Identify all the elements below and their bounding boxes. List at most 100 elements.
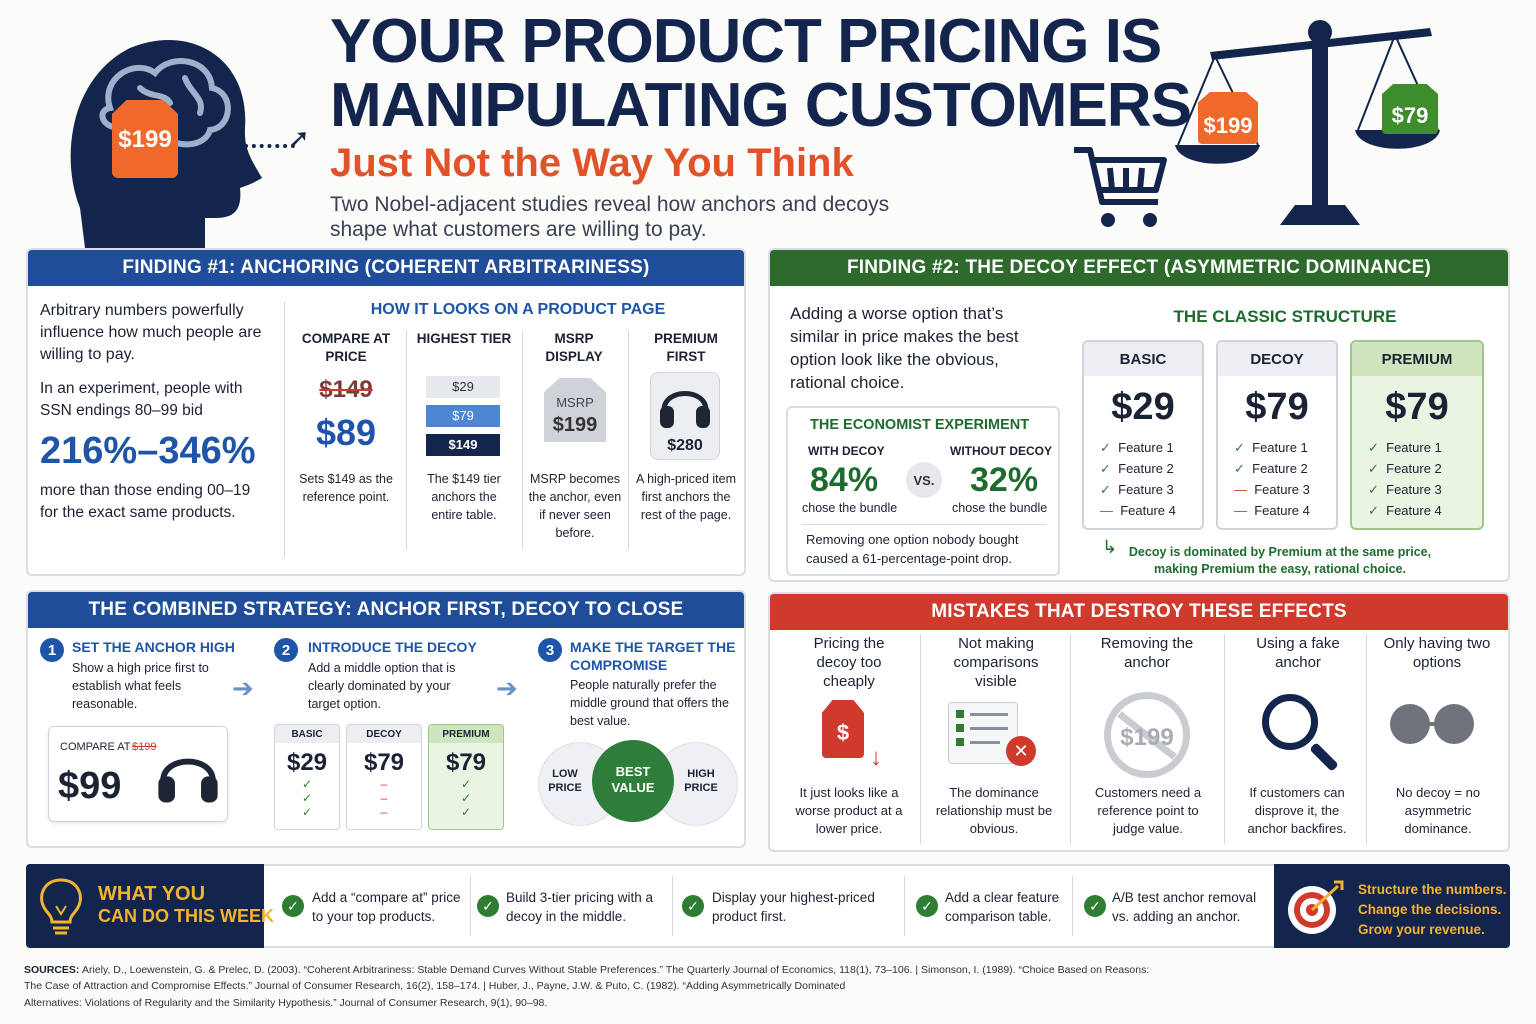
check-icon: ✓ (1084, 895, 1106, 917)
tier-premium: PREMIUM $79 ✓ Feature 1 ✓ Feature 2 ✓ Fe… (1350, 340, 1484, 530)
check-icon: ✓ (682, 895, 704, 917)
mistake-1-desc: It just looks like a worse product at a … (795, 785, 903, 836)
no-anchor-text: $199 (1120, 724, 1174, 751)
scale-right-tag-icon (1382, 84, 1438, 134)
sources-line-3: Alternatives: Violations of Regularity a… (24, 997, 548, 1009)
tier-79: $79 (426, 405, 500, 427)
venn-best (592, 740, 674, 822)
check-icon: ✓ (282, 895, 304, 917)
return-arrow-icon: ↳ (1102, 537, 1118, 557)
compare-label: COMPARE AT (60, 741, 131, 753)
mistake-1-title: Pricing the decoy too cheaply (813, 635, 885, 690)
mistake-2-desc: The dominance relationship must be obvio… (935, 785, 1053, 836)
target-icon (1288, 880, 1344, 934)
tier-decoy: DECOY $79 ✓ Feature 1 ✓ Feature 2 — Feat… (1216, 340, 1338, 530)
col-tier-desc: The $149 tier anchors the entire table. (427, 472, 501, 522)
with-decoy-value: 84% (810, 461, 879, 499)
without-decoy-value: 32% (970, 461, 1039, 499)
msrp-price: $199 (552, 414, 598, 436)
col-compare-head: COMPARE AT PRICE (301, 331, 391, 364)
action-3: Display your highest-priced product firs… (712, 890, 875, 924)
mini-basic: BASIC $29 ✓ ✓ ✓ (274, 724, 340, 830)
step-2-number: 2 (274, 638, 298, 662)
combined-bar: THE COMBINED STRATEGY: ANCHOR FIRST, DEC… (28, 592, 744, 628)
col-compare-old: $149 (319, 376, 373, 403)
step-3-title: MAKE THE TARGET THE COMPROMISE (570, 639, 736, 674)
mistake-2-title: Not making comparisons visible (953, 635, 1039, 690)
mistake-3-title: Removing the anchor (1100, 635, 1194, 671)
mistake-5-title: Only having two options (1383, 635, 1491, 671)
title-line-2: MANIPULATING CUSTOMERS (330, 71, 1192, 140)
action-2: Build 3-tier pricing with a decoy in the… (506, 890, 654, 924)
venn-low-label: LOW PRICE (548, 768, 582, 794)
lightbulb-icon (40, 878, 82, 935)
scale-left-tag-icon (1198, 92, 1258, 144)
msrp-tag-icon (544, 378, 606, 442)
two-options-icon (1390, 704, 1430, 744)
step-1-title: SET THE ANCHOR HIGH (72, 639, 235, 655)
venn-high-label: HIGH PRICE (684, 768, 718, 794)
scale-left-price: $199 (1203, 113, 1253, 138)
compare-price: $99 (58, 765, 122, 807)
finding1-lead: Arbitrary numbers powerfully influence h… (40, 302, 262, 363)
col-premium-head: PREMIUM FIRST (654, 331, 718, 364)
finding1-stat: 216%–346% (40, 430, 256, 472)
col-msrp-desc: MSRP becomes the anchor, even if never s… (528, 472, 622, 540)
without-decoy-sub: chose the bundle (952, 501, 1048, 515)
step-1-number: 1 (40, 638, 64, 662)
finding1-after: more than those ending 00–19 for the exa… (40, 482, 251, 521)
divider (284, 302, 285, 558)
dotted-arrow (205, 144, 295, 148)
premium-price: $280 (667, 437, 703, 454)
price-tag-icon (112, 100, 178, 178)
experiment-title: THE ECONOMIST EXPERIMENT (810, 417, 1030, 433)
scale-right-price: $79 (1391, 103, 1429, 128)
vs-circle: VS. (906, 462, 942, 498)
mistake-4-desc: If customers can disprove it, the anchor… (1247, 785, 1347, 836)
sources-line-1: Ariely, D., Loewenstein, G. & Prelec, D.… (82, 964, 1150, 976)
intro-line-1: Two Nobel-adjacent studies reveal how an… (330, 193, 890, 216)
col-msrp-head: MSRP DISPLAY (545, 331, 603, 364)
combined-panel: THE COMBINED STRATEGY: ANCHOR FIRST, DEC… (26, 590, 746, 848)
intro-line-2: shape what customers are willing to pay. (330, 218, 707, 241)
with-decoy-sub: chose the bundle (802, 501, 898, 515)
mistakes-panel: MISTAKES THAT DESTROY THESE EFFECTS Pric… (768, 592, 1510, 852)
finding2-bar: FINDING #2: THE DECOY EFFECT (ASYMMETRIC… (770, 250, 1508, 286)
col-tier-head: HIGHEST TIER (416, 331, 512, 346)
check-icon: ✓ (916, 895, 938, 917)
structure-note-1: Decoy is dominated by Premium at the sam… (1128, 545, 1432, 559)
cta-line-1: Structure the numbers. (1358, 882, 1507, 897)
arrow-right-icon: ➔ (496, 673, 518, 703)
shopping-cart-icon (1074, 147, 1167, 227)
head-tag-price: $199 (118, 126, 172, 153)
check-icon: ✓ (477, 895, 499, 917)
down-arrow-icon: ↓ (870, 744, 882, 771)
step-3-desc: People naturally prefer the middle groun… (570, 678, 729, 728)
sources-label: SOURCES: (24, 964, 80, 976)
step-2-desc: Add a middle option that is clearly domi… (308, 661, 456, 711)
tier-149: $149 (426, 434, 500, 456)
action-4: Add a clear feature comparison table. (945, 890, 1060, 924)
actions-title-2: CAN DO THIS WEEK (98, 906, 275, 926)
structure-title: THE CLASSIC STRUCTURE (1173, 307, 1397, 326)
msrp-label: MSRP (556, 395, 594, 410)
experiment-note: Removing one option nobody bought caused… (806, 532, 1019, 566)
col-compare-desc: Sets $149 as the reference point. (299, 472, 393, 504)
mistakes-bar: MISTAKES THAT DESTROY THESE EFFECTS (770, 594, 1508, 630)
title-line-1: YOUR PRODUCT PRICING IS (330, 7, 1162, 76)
action-5: A/B test anchor removal vs. adding an an… (1112, 890, 1257, 924)
balance-scale-icon (1175, 20, 1440, 225)
step-3-number: 3 (538, 638, 562, 662)
no-anchor-icon (1104, 692, 1190, 778)
tier-29: $29 (426, 376, 500, 398)
col-compare-new: $89 (315, 412, 377, 453)
step-2-title: INTRODUCE THE DECOY (308, 639, 477, 655)
product-page-title: HOW IT LOOKS ON A PRODUCT PAGE (370, 301, 666, 318)
finding2-panel: FINDING #2: THE DECOY EFFECT (ASYMMETRIC… (768, 248, 1510, 582)
mini-premium: PREMIUM $79 ✓ ✓ ✓ (428, 724, 504, 830)
compare-card (48, 726, 228, 822)
actions-bar (26, 864, 1510, 948)
action-1: Add a “compare at” price to your top pro… (312, 890, 461, 924)
cta-line-2: Change the decisions. (1358, 902, 1502, 917)
subtitle: Just Not the Way You Think (330, 141, 854, 185)
